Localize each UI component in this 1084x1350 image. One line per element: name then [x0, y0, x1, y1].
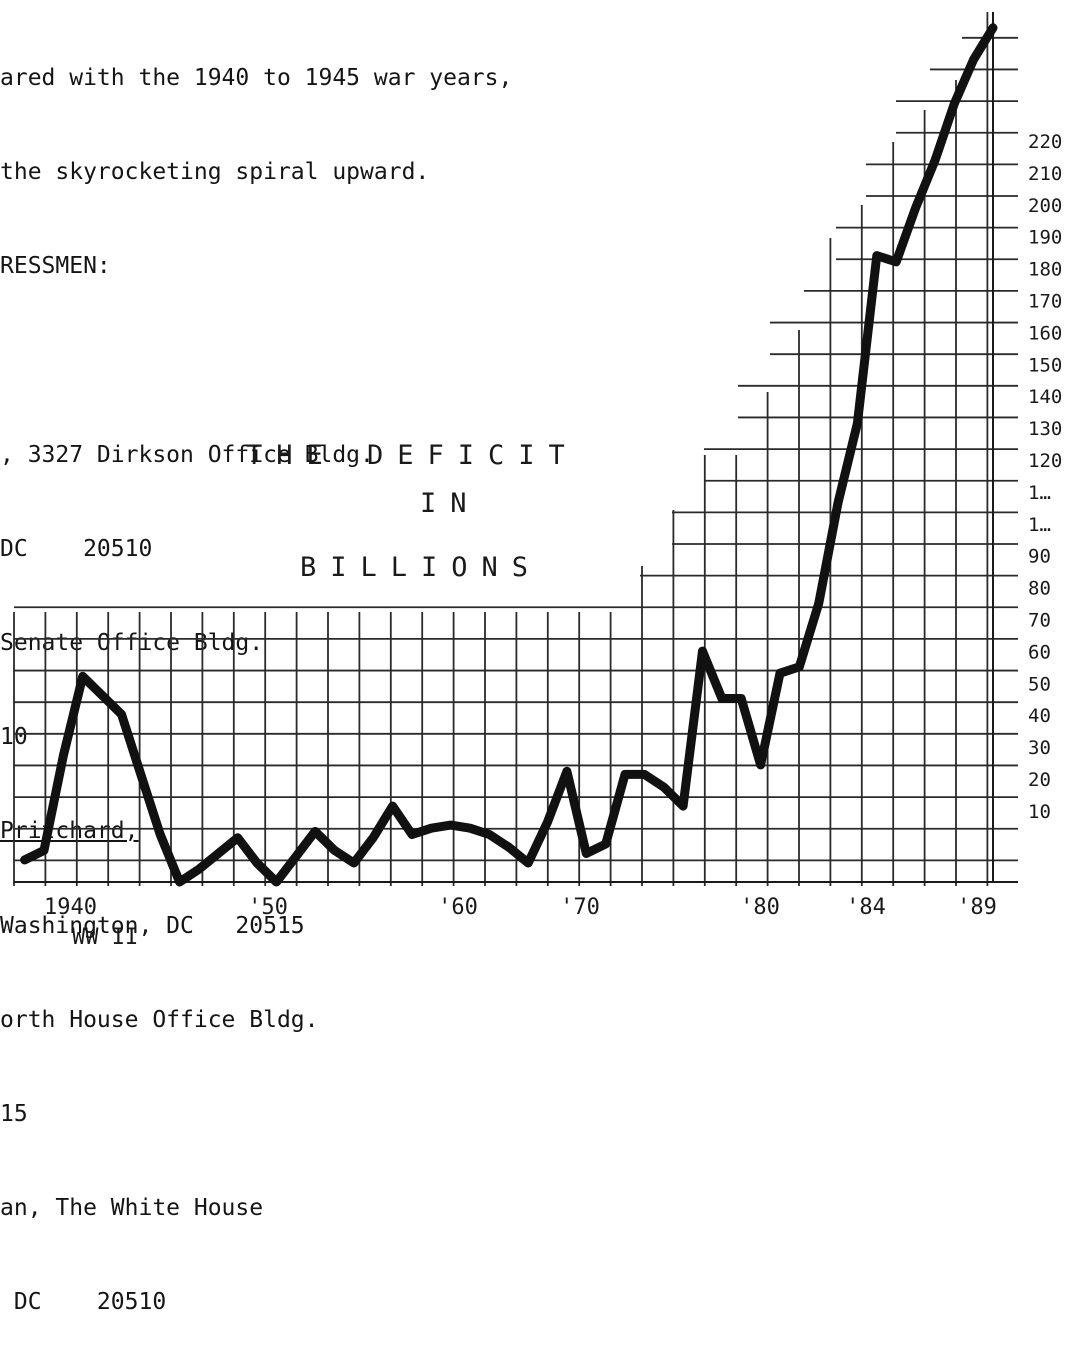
- y-tick-label: 210: [1028, 163, 1062, 185]
- data-point: [505, 843, 513, 851]
- data-point: [737, 695, 745, 702]
- data-point: [544, 818, 552, 826]
- chart-title-line-3: BILLIONS: [300, 552, 543, 583]
- data-point: [718, 695, 726, 702]
- y-tick-label: 160: [1028, 322, 1062, 344]
- data-point: [989, 24, 997, 32]
- y-tick-label: 40: [1028, 705, 1051, 727]
- data-point: [176, 878, 184, 886]
- data-point: [40, 846, 48, 854]
- data-point: [118, 710, 125, 718]
- memo-line: 15: [0, 1101, 28, 1128]
- data-point: [137, 770, 145, 778]
- x-tick-label: '80: [740, 895, 780, 920]
- data-point: [834, 498, 842, 506]
- y-tick-label: 130: [1028, 418, 1062, 440]
- data-point: [311, 827, 319, 835]
- x-tick-label: 1940: [44, 895, 97, 920]
- data-point: [253, 859, 261, 867]
- memo-line: DC 20510: [0, 535, 153, 562]
- y-tick-label: 70: [1028, 610, 1051, 632]
- data-point: [331, 846, 338, 854]
- memo-line: , 3327 Dirkson Office Bldg.: [0, 441, 374, 468]
- y-tick-label: 50: [1028, 673, 1051, 695]
- y-tick-label: 90: [1028, 546, 1051, 568]
- data-point: [621, 770, 629, 778]
- x-tick-label: '60: [438, 895, 478, 920]
- y-tick-label: 200: [1028, 195, 1062, 217]
- data-point: [660, 783, 668, 791]
- memo-line: Washington, DC 20515: [0, 912, 305, 939]
- x-tick-label: '84: [846, 895, 886, 920]
- chart-title-line-2: IN: [420, 488, 481, 519]
- data-point: [485, 831, 493, 838]
- data-point: [524, 859, 532, 867]
- data-point: [679, 802, 687, 810]
- data-point: [699, 647, 706, 655]
- x-tick-label: '70: [560, 895, 600, 920]
- chart-title-line-1: THE DEFICIT: [246, 440, 579, 471]
- data-point: [447, 821, 455, 829]
- data-point: [892, 258, 900, 266]
- memo-line: ared with the 1940 to 1945 war years,: [0, 64, 513, 91]
- memo-line: orth House Office Bldg.: [0, 1006, 319, 1033]
- data-point: [369, 834, 377, 842]
- y-tick-label: 120: [1028, 450, 1062, 472]
- data-point: [815, 600, 823, 608]
- y-tick-label: 150: [1028, 354, 1062, 376]
- data-point: [389, 802, 397, 810]
- y-tick-label: 220: [1028, 131, 1062, 153]
- data-point: [873, 252, 881, 260]
- y-tick-label: 80: [1028, 578, 1051, 600]
- x-axis-sublabel: WW II: [72, 925, 138, 948]
- data-point: [466, 824, 474, 832]
- memo-line: Pritchard,: [0, 818, 139, 845]
- data-point: [21, 856, 29, 864]
- data-point: [427, 824, 435, 832]
- y-tick-label: 140: [1028, 386, 1062, 408]
- data-point: [602, 840, 610, 848]
- data-point: [79, 672, 87, 680]
- data-point: [195, 865, 203, 873]
- deficit-chart: 220 210 200 190 180 170 160 150 140 130 120 1… 1… 90 8…: [13, 12, 1062, 948]
- data-point: [156, 831, 164, 838]
- data-point: [272, 878, 280, 886]
- y-tick-label: 1…: [1028, 514, 1051, 536]
- x-tick-label: '50: [248, 895, 288, 920]
- memo-line: DC 20510: [0, 1289, 167, 1316]
- data-point: [563, 767, 571, 775]
- data-point: [776, 669, 784, 677]
- memo-line: the skyrocketing spiral upward.: [0, 159, 430, 186]
- data-point: [950, 100, 958, 108]
- data-point: [853, 419, 861, 427]
- data-point: [640, 770, 648, 778]
- y-tick-label: 1…: [1028, 482, 1051, 504]
- memo-line: an, The White House: [0, 1195, 264, 1222]
- data-point: [931, 157, 939, 165]
- data-point: [970, 56, 978, 63]
- data-point: [59, 752, 67, 759]
- y-tick-label: 190: [1028, 227, 1062, 249]
- data-point: [582, 850, 590, 857]
- data-point: [408, 831, 416, 838]
- data-point: [98, 691, 106, 699]
- data-point: [214, 850, 222, 857]
- y-tick-label: 10: [1028, 801, 1051, 823]
- x-tick-label: '89: [957, 895, 997, 920]
- data-point: [912, 204, 919, 212]
- data-point: [234, 834, 242, 842]
- memo-line: RESSMEN:: [0, 253, 111, 280]
- y-tick-label: 180: [1028, 259, 1062, 281]
- data-point: [292, 853, 300, 861]
- y-tick-label: 30: [1028, 737, 1051, 759]
- data-point: [795, 663, 803, 671]
- y-tick-label: 170: [1028, 291, 1062, 313]
- y-tick-label: 20: [1028, 769, 1051, 791]
- data-point: [757, 761, 765, 769]
- data-point: [350, 859, 358, 867]
- y-tick-label: 60: [1028, 641, 1051, 663]
